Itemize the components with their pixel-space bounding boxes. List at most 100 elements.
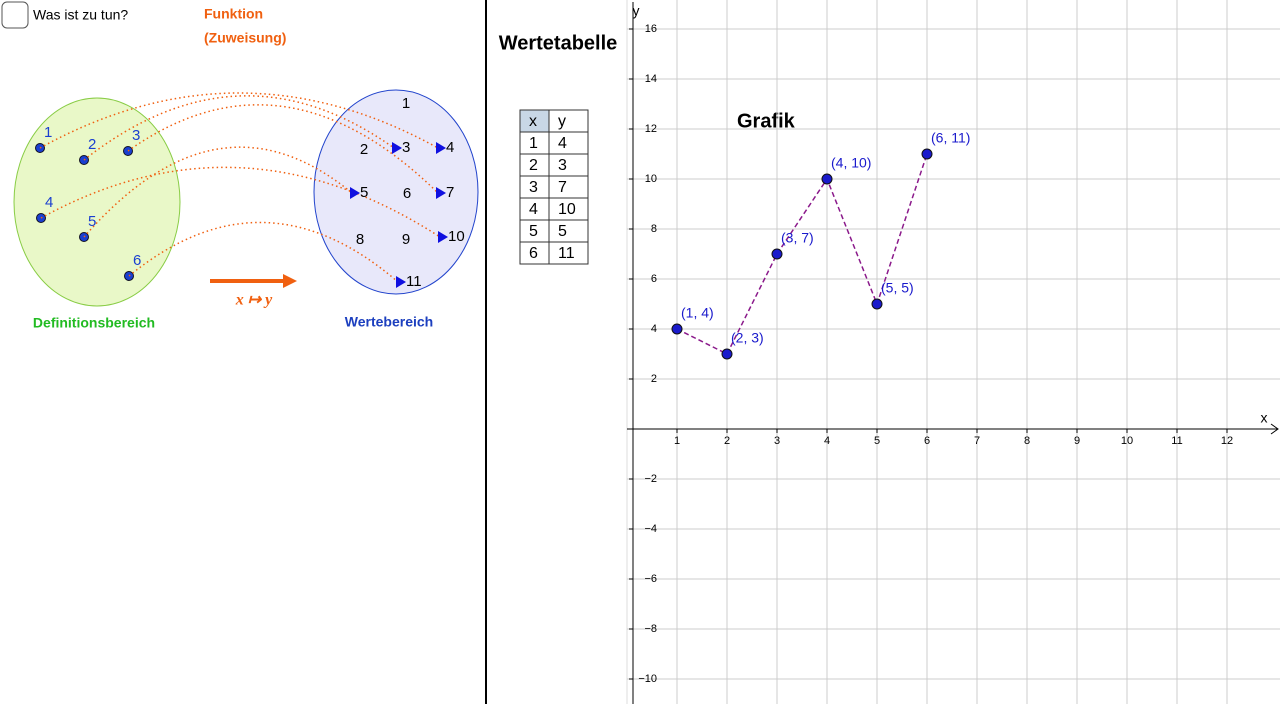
mapping-arrow bbox=[40, 166, 441, 238]
table-text: 5 bbox=[529, 223, 538, 240]
domain-element: 1 bbox=[44, 124, 52, 141]
arrow-head bbox=[436, 187, 446, 199]
codomain-label: Wertebereich bbox=[345, 314, 433, 330]
y-tick-label: −10 bbox=[638, 673, 657, 685]
y-tick-label: 2 bbox=[651, 373, 657, 385]
point bbox=[871, 298, 883, 310]
point bbox=[721, 348, 733, 360]
domain-element: 2 bbox=[88, 136, 96, 153]
x-tick-label: 3 bbox=[774, 435, 780, 447]
table-text: 10 bbox=[558, 201, 576, 218]
codomain-element: 7 bbox=[446, 184, 454, 201]
table-text: 11 bbox=[558, 245, 575, 262]
x-tick-label: 10 bbox=[1121, 435, 1133, 447]
codomain-element: 2 bbox=[360, 141, 368, 158]
mapping-arrow bbox=[83, 95, 395, 161]
domain-element: 4 bbox=[45, 194, 53, 211]
table-cell bbox=[548, 241, 589, 265]
codomain-element: 1 bbox=[402, 95, 410, 112]
point bbox=[921, 148, 933, 160]
y-tick-label: 10 bbox=[645, 173, 657, 185]
table-text: 5 bbox=[558, 223, 567, 240]
mapping-arrow bbox=[83, 146, 353, 238]
x-tick-label: 5 bbox=[874, 435, 880, 447]
table-cell bbox=[548, 219, 589, 243]
point-label: (4, 10) bbox=[831, 155, 871, 171]
table-text: 3 bbox=[558, 157, 567, 174]
y-tick-label: −8 bbox=[644, 623, 657, 635]
point-label: (6, 11) bbox=[931, 130, 970, 146]
y-axis-label: y bbox=[633, 3, 640, 19]
codomain-element: 8 bbox=[356, 231, 364, 248]
y-tick-label: 8 bbox=[651, 223, 657, 235]
table-cell bbox=[548, 153, 589, 177]
point bbox=[821, 173, 833, 185]
domain-element: 5 bbox=[88, 213, 96, 230]
point-label: (3, 7) bbox=[781, 230, 814, 246]
y-tick-label: −6 bbox=[644, 573, 657, 585]
table-cell bbox=[548, 175, 589, 199]
chart-title: Grafik bbox=[737, 110, 796, 132]
checkbox[interactable] bbox=[1, 1, 29, 29]
codomain-element: 6 bbox=[403, 185, 411, 202]
codomain-element: 5 bbox=[360, 184, 368, 201]
domain-element: 6 bbox=[133, 252, 141, 269]
table-text: 4 bbox=[529, 201, 538, 218]
value-table: x y 1 4 2 3 3 7 4 10 5 5 6 11 bbox=[519, 109, 589, 265]
point-label: (2, 3) bbox=[731, 330, 764, 346]
domain-element: 3 bbox=[132, 127, 140, 144]
table-text: 2 bbox=[529, 157, 538, 174]
arrow-head bbox=[438, 231, 448, 243]
y-tick-label: 6 bbox=[651, 273, 657, 285]
x-tick-label: 12 bbox=[1221, 435, 1233, 447]
checkbox-label[interactable]: Was ist zu tun? bbox=[33, 7, 128, 23]
codomain-element: 3 bbox=[402, 139, 410, 156]
table-text: 6 bbox=[529, 245, 538, 262]
table-text: 7 bbox=[558, 179, 567, 196]
mapping-diagram: 1 2 3 4 5 6 1 2 3 4 5 6 7 8 9 10 11 bbox=[35, 92, 465, 290]
x-tick-label: 8 bbox=[1024, 435, 1030, 447]
x-tick-label: 9 bbox=[1074, 435, 1080, 447]
x-tick-label: 4 bbox=[824, 435, 830, 447]
point bbox=[771, 248, 783, 260]
y-tick-label: 14 bbox=[645, 73, 657, 85]
x-tick-label: 1 bbox=[674, 435, 680, 447]
y-tick-label: 12 bbox=[645, 123, 657, 135]
table-text: y bbox=[558, 113, 566, 130]
arrow-head bbox=[392, 142, 402, 154]
x-axis-label: x bbox=[1261, 410, 1268, 426]
x-tick-label: 11 bbox=[1171, 435, 1182, 447]
table-cell bbox=[548, 109, 589, 133]
mapping-title: (Zuweisung) bbox=[204, 30, 286, 46]
table-text: 3 bbox=[529, 179, 538, 196]
arrow-head bbox=[396, 276, 406, 288]
table-cell bbox=[548, 131, 589, 155]
x-tick-label: 7 bbox=[974, 435, 980, 447]
y-tick-label: 4 bbox=[651, 323, 657, 335]
point-label: (5, 5) bbox=[881, 280, 914, 296]
domain-label: Definitionsbereich bbox=[33, 315, 155, 331]
rule: x ↦ y bbox=[235, 292, 273, 309]
mapping-title: Funktion bbox=[204, 6, 263, 22]
x-tick-label: 6 bbox=[924, 435, 930, 447]
codomain-element: 10 bbox=[448, 228, 465, 245]
rule-arrow-head bbox=[283, 274, 297, 288]
x-axis-arrow bbox=[1270, 423, 1279, 435]
y-tick-label: 16 bbox=[645, 23, 657, 35]
table-text: 4 bbox=[558, 135, 567, 152]
mapping-arrow bbox=[39, 92, 439, 149]
arrow-head bbox=[350, 187, 360, 199]
point-label: (1, 4) bbox=[681, 305, 714, 321]
codomain-element: 11 bbox=[406, 273, 422, 290]
x-tick-label: 2 bbox=[724, 435, 730, 447]
arrow-head bbox=[436, 142, 446, 154]
plot: 1 2 3 4 5 6 7 8 9 10 11 12−10−8−6−4−2246810121416xy… bbox=[627, 0, 1280, 704]
line bbox=[676, 153, 928, 356]
table-text: x bbox=[529, 113, 537, 130]
y-tick-label: −2 bbox=[644, 473, 657, 485]
point bbox=[671, 323, 683, 335]
domain-set bbox=[13, 97, 181, 307]
table-title: Wertetabelle bbox=[499, 32, 618, 54]
